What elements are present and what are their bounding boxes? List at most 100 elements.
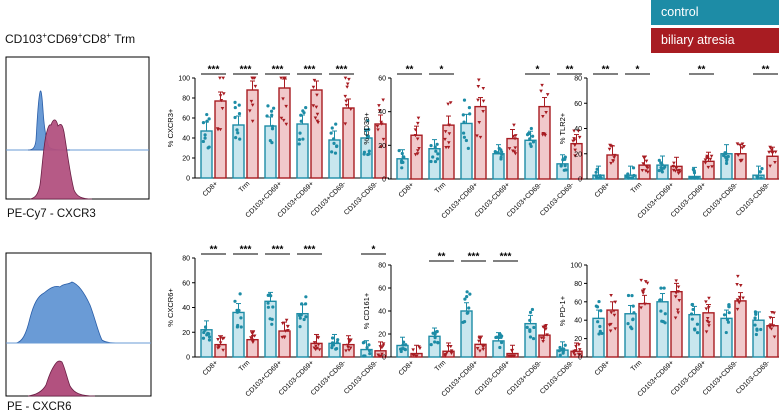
y-tick-label: 40 — [378, 309, 386, 316]
data-point-biliary-atresia — [674, 166, 679, 171]
bar-biliary-atresia — [474, 105, 487, 180]
data-point-biliary-atresia — [314, 344, 318, 348]
bar-biliary-atresia — [702, 160, 715, 180]
y-tick-label: 40 — [574, 126, 582, 133]
data-point-control — [724, 161, 729, 165]
data-point-biliary-atresia — [543, 324, 547, 328]
data-point-control — [695, 331, 700, 335]
data-point-biliary-atresia — [541, 115, 545, 119]
data-point-biliary-atresia — [643, 280, 648, 284]
data-point-control — [266, 104, 270, 108]
data-point-biliary-atresia — [707, 296, 711, 300]
data-point-biliary-atresia — [704, 156, 709, 160]
data-point-control — [760, 167, 764, 171]
x-tick-label: Trm — [434, 359, 448, 373]
bar-control — [328, 139, 341, 179]
data-point-biliary-atresia — [704, 330, 709, 334]
data-point-biliary-atresia — [735, 307, 740, 312]
data-point-control — [336, 338, 340, 342]
data-point-control — [758, 170, 762, 174]
bar-control — [688, 313, 701, 358]
data-point-control — [434, 330, 438, 334]
bar-biliary-atresia — [670, 290, 683, 358]
y-tick-label: 60 — [378, 76, 386, 83]
data-point-biliary-atresia — [541, 339, 545, 344]
data-point-control — [497, 336, 501, 340]
y-tick-label: 80 — [574, 76, 582, 83]
x-tick-label: CD103-CD69- — [735, 359, 772, 396]
data-point-biliary-atresia — [610, 144, 614, 149]
data-point-biliary-atresia — [672, 161, 676, 165]
histogram-cxcr6 — [5, 252, 152, 397]
data-point-biliary-atresia — [772, 335, 777, 339]
data-point-control — [626, 172, 630, 176]
data-point-control — [499, 335, 503, 339]
data-point-control — [530, 307, 535, 312]
data-point-biliary-atresia — [573, 154, 577, 158]
x-tick-label: CD8+ — [398, 181, 416, 199]
bar-biliary-atresia — [246, 89, 259, 179]
data-point-biliary-atresia — [444, 146, 448, 150]
data-point-control — [753, 323, 757, 327]
y-tick-label: 80 — [182, 256, 190, 263]
data-point-biliary-atresia — [344, 99, 348, 103]
significance-label: ** — [210, 245, 218, 256]
data-point-biliary-atresia — [608, 329, 613, 333]
data-point-biliary-atresia — [541, 337, 546, 341]
data-point-control — [431, 155, 435, 159]
data-point-control — [429, 144, 433, 148]
data-point-biliary-atresia — [378, 345, 383, 349]
bar-biliary-atresia — [342, 107, 355, 179]
data-point-biliary-atresia — [416, 121, 420, 126]
y-axis-label: % CD39+ — [362, 112, 371, 145]
data-point-control — [363, 354, 367, 358]
data-point-control — [630, 294, 634, 298]
data-point-biliary-atresia — [577, 135, 582, 140]
data-point-control — [722, 313, 727, 317]
data-point-biliary-atresia — [576, 352, 581, 356]
data-point-biliary-atresia — [413, 128, 418, 132]
data-point-control — [207, 338, 212, 342]
data-point-biliary-atresia — [541, 132, 546, 136]
data-point-control — [400, 166, 404, 170]
data-point-control — [433, 340, 437, 344]
data-point-biliary-atresia — [477, 339, 481, 343]
data-point-biliary-atresia — [707, 305, 711, 310]
data-point-control — [659, 286, 663, 290]
data-point-control — [725, 158, 729, 163]
data-point-biliary-atresia — [612, 309, 616, 313]
data-point-control — [205, 112, 209, 117]
data-point-biliary-atresia — [512, 123, 516, 127]
data-point-biliary-atresia — [740, 142, 745, 146]
data-point-control — [558, 345, 562, 350]
data-point-biliary-atresia — [286, 328, 290, 333]
data-point-control — [493, 150, 498, 154]
data-point-biliary-atresia — [738, 143, 742, 147]
data-point-control — [626, 293, 631, 298]
significance-label: *** — [240, 245, 252, 256]
data-point-biliary-atresia — [478, 135, 483, 140]
data-point-control — [299, 119, 303, 123]
y-tick-label: 0 — [186, 176, 190, 183]
data-point-biliary-atresia — [704, 300, 708, 304]
data-point-control — [366, 134, 370, 138]
data-point-biliary-atresia — [513, 134, 518, 138]
data-point-biliary-atresia — [571, 139, 575, 143]
data-point-control — [270, 113, 274, 117]
data-point-biliary-atresia — [513, 146, 518, 150]
data-point-control — [756, 175, 760, 179]
data-point-control — [304, 106, 308, 110]
data-point-control — [433, 159, 438, 164]
data-point-biliary-atresia — [573, 148, 577, 152]
significance-label: ** — [438, 252, 446, 263]
data-point-control — [496, 151, 500, 155]
data-point-biliary-atresia — [343, 122, 348, 126]
data-point-control — [304, 315, 308, 319]
bar-biliary-atresia — [278, 87, 291, 179]
data-point-biliary-atresia — [347, 348, 351, 352]
data-point-control — [206, 146, 210, 150]
data-point-biliary-atresia — [613, 327, 618, 331]
y-tick-label: 40 — [182, 136, 190, 143]
data-point-control — [462, 120, 466, 124]
data-point-biliary-atresia — [316, 342, 321, 347]
